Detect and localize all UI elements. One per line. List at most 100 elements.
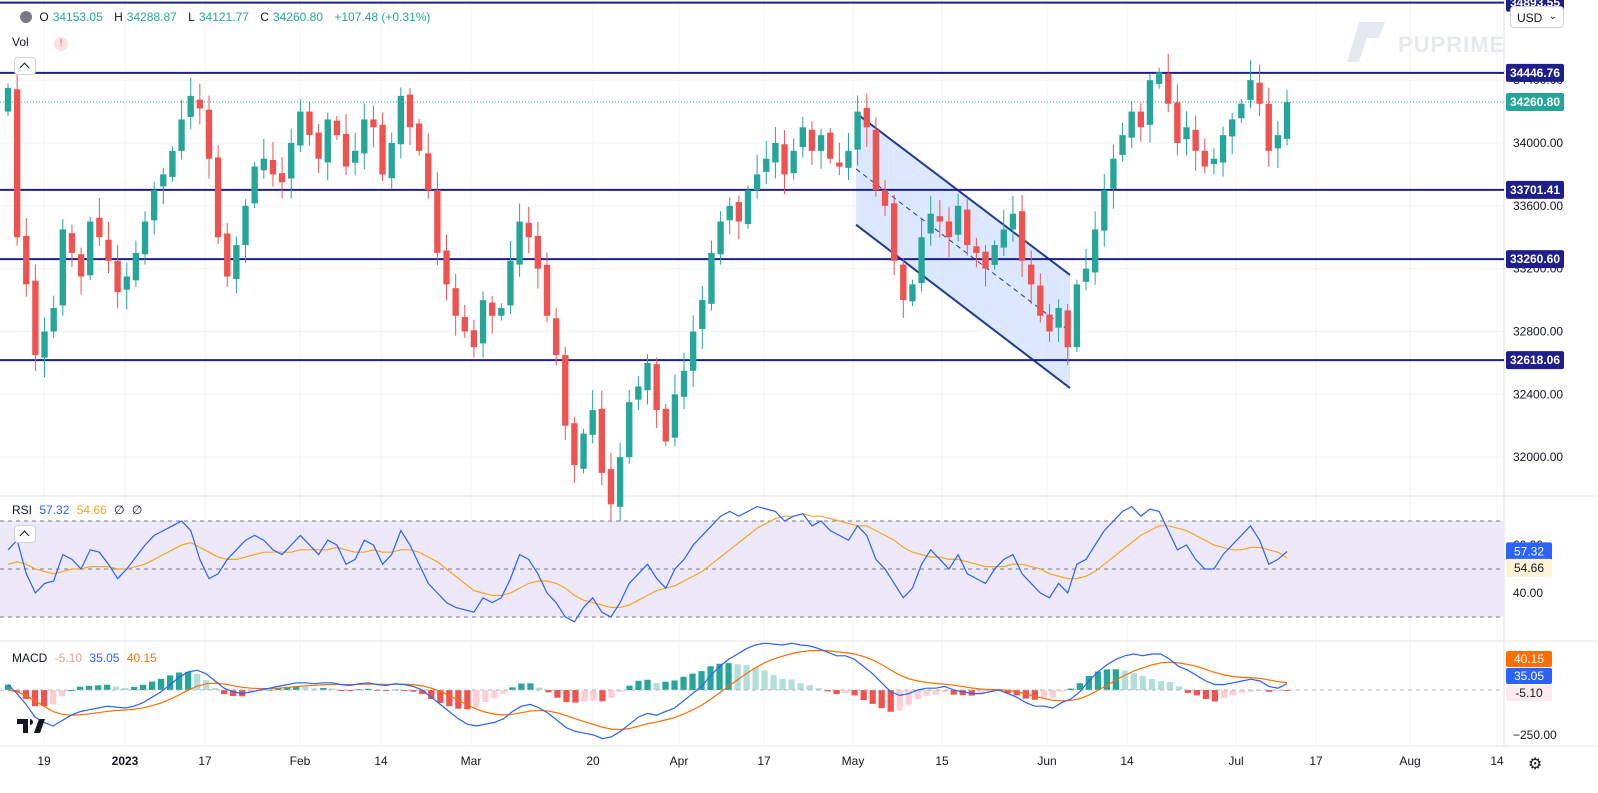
macd-histogram-bar (185, 671, 192, 690)
candle (169, 146, 176, 182)
candle-body (507, 260, 514, 306)
gear-icon[interactable]: ⚙ (1528, 756, 1543, 773)
candle-body (1082, 268, 1090, 282)
macd-histogram-bar (1004, 690, 1011, 694)
currency-selector[interactable]: USD ⌄ (1510, 6, 1564, 28)
candle (836, 142, 843, 176)
macd-histogram-bar (302, 686, 309, 690)
macd-histogram-bar (1283, 690, 1291, 691)
candle (370, 105, 377, 148)
macd-legend: MACD -5.10 35.05 40.15 (12, 651, 161, 665)
macd-histogram-bar (1166, 681, 1174, 690)
candle (1028, 250, 1035, 305)
macd-histogram-bar (536, 687, 543, 690)
macd-histogram-bar (590, 690, 597, 701)
macd-histogram-bar (509, 687, 516, 690)
macd-histogram-bar (959, 690, 966, 696)
candle-body (23, 235, 30, 285)
candle-body (589, 410, 596, 435)
candle-body (1037, 285, 1044, 316)
candle-body (571, 423, 578, 466)
horizontal-levels[interactable] (0, 1, 1504, 362)
time-tick-label: 14 (374, 754, 388, 768)
candle-body (836, 162, 843, 167)
candle (1128, 101, 1135, 149)
tradingview-logo-icon[interactable] (16, 716, 46, 742)
macd-histogram-bar (112, 686, 120, 690)
collapse-rsi-button[interactable] (14, 525, 36, 543)
candle-body (626, 402, 633, 458)
candle (479, 291, 487, 358)
candle (324, 112, 331, 181)
candle-body (1256, 82, 1263, 104)
candle-body (1219, 135, 1227, 163)
candle (1256, 64, 1263, 116)
macd-histogram-bar (311, 688, 318, 690)
candle (59, 219, 66, 316)
level-price-label: 33701.41 (1510, 183, 1560, 197)
candle (361, 103, 368, 170)
collapse-main-button[interactable] (14, 57, 36, 75)
macd-histogram-bar (599, 690, 606, 702)
macd-histogram-bar (1256, 690, 1264, 692)
macd-histogram-bar (94, 685, 102, 690)
rsi-value: 57.32 (39, 503, 70, 517)
candle (251, 161, 258, 209)
candle (269, 142, 277, 187)
time-tick-label: Jun (1037, 754, 1056, 768)
macd-histogram-bar (157, 678, 165, 690)
candle-body (141, 221, 149, 255)
candle-body (160, 174, 167, 187)
candle (964, 199, 971, 256)
candle (644, 354, 651, 405)
candle-body (690, 331, 697, 371)
candle (315, 124, 322, 173)
candle (23, 218, 30, 297)
eye-icon[interactable] (20, 11, 32, 23)
candle (607, 453, 615, 521)
candle-body (87, 221, 94, 276)
candle-body (744, 190, 752, 225)
candle-body (1110, 158, 1117, 189)
candle-body (854, 111, 861, 150)
currency-label: USD (1517, 11, 1543, 25)
candle-body (680, 370, 688, 397)
macd-hist-value: -5.10 (54, 651, 83, 665)
candle-body (717, 221, 724, 255)
macd-histogram-bar (743, 665, 750, 690)
macd-histogram-bar (1265, 690, 1273, 692)
candle (105, 221, 112, 274)
macd-histogram-bar (419, 690, 426, 695)
candle (1000, 209, 1007, 257)
candle-body (214, 157, 222, 238)
candle-body (525, 222, 532, 238)
candle-body (1229, 119, 1236, 137)
macd-histogram-bar (85, 685, 93, 690)
candle-body (699, 300, 706, 329)
candle (516, 203, 523, 277)
time-tick-label: 17 (1309, 754, 1323, 768)
candle-body (817, 135, 825, 151)
macd-histogram-bar (770, 675, 777, 690)
macd-histogram-bar (842, 690, 849, 694)
candle-body (297, 111, 304, 146)
vol-legend: Vol ! (12, 35, 72, 51)
macd-histogram-bar (788, 679, 795, 690)
rsi-line (7, 505, 1288, 623)
warning-icon[interactable]: ! (54, 37, 69, 51)
macd-histogram-bar (320, 688, 327, 690)
macd-histogram-bar (13, 690, 21, 692)
macd-histogram-bar (22, 690, 30, 699)
candle-body (1000, 229, 1007, 248)
candle (552, 307, 560, 366)
descending-channel[interactable] (855, 112, 1071, 389)
macd-histogram-bar (1130, 673, 1138, 690)
candle (242, 199, 249, 264)
candle (160, 167, 167, 205)
candle (954, 193, 962, 242)
candle-body (388, 143, 395, 179)
candle-body (790, 150, 797, 174)
candle (1201, 138, 1208, 174)
candle-body (324, 119, 331, 163)
